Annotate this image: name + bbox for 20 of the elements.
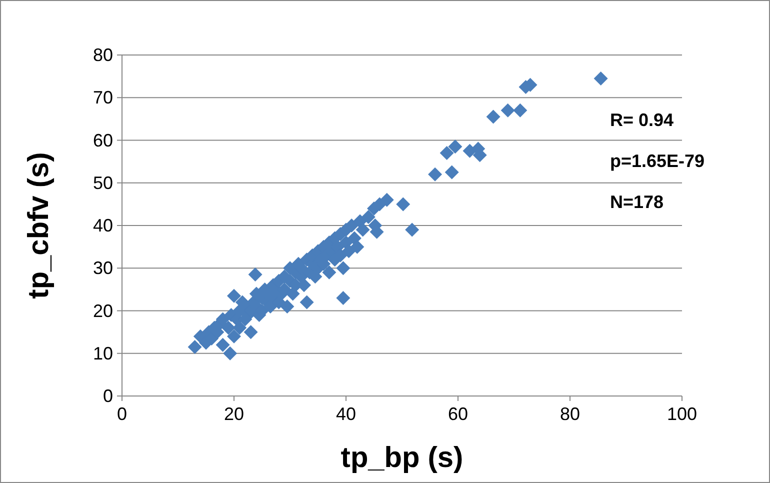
- annotation: p=1.65E-79: [610, 151, 705, 171]
- y-tick-label: 10: [92, 343, 113, 364]
- x-tick-label: 0: [116, 404, 128, 424]
- x-tick-label: 100: [666, 404, 698, 424]
- annotation: N=178: [610, 192, 664, 212]
- y-tick-label: 0: [102, 386, 113, 406]
- y-tick-label: 50: [92, 172, 113, 193]
- x-tick-label: 80: [560, 404, 580, 424]
- y-tick-label: 30: [92, 258, 113, 278]
- y-tick-label: 40: [92, 216, 113, 236]
- y-axis-title: tp_cbfv (s): [23, 152, 55, 299]
- y-tick-label: 70: [92, 88, 113, 108]
- x-tick-label: 60: [448, 404, 468, 424]
- x-axis-title: tp_bp (s): [340, 442, 464, 474]
- annotation: R= 0.94: [610, 110, 674, 130]
- y-tick-label: 20: [92, 300, 113, 321]
- y-tick-label: 80: [92, 45, 113, 65]
- y-tick-label: 60: [92, 130, 113, 150]
- x-tick-label: 40: [336, 404, 356, 424]
- x-tick-label: 20: [224, 404, 244, 424]
